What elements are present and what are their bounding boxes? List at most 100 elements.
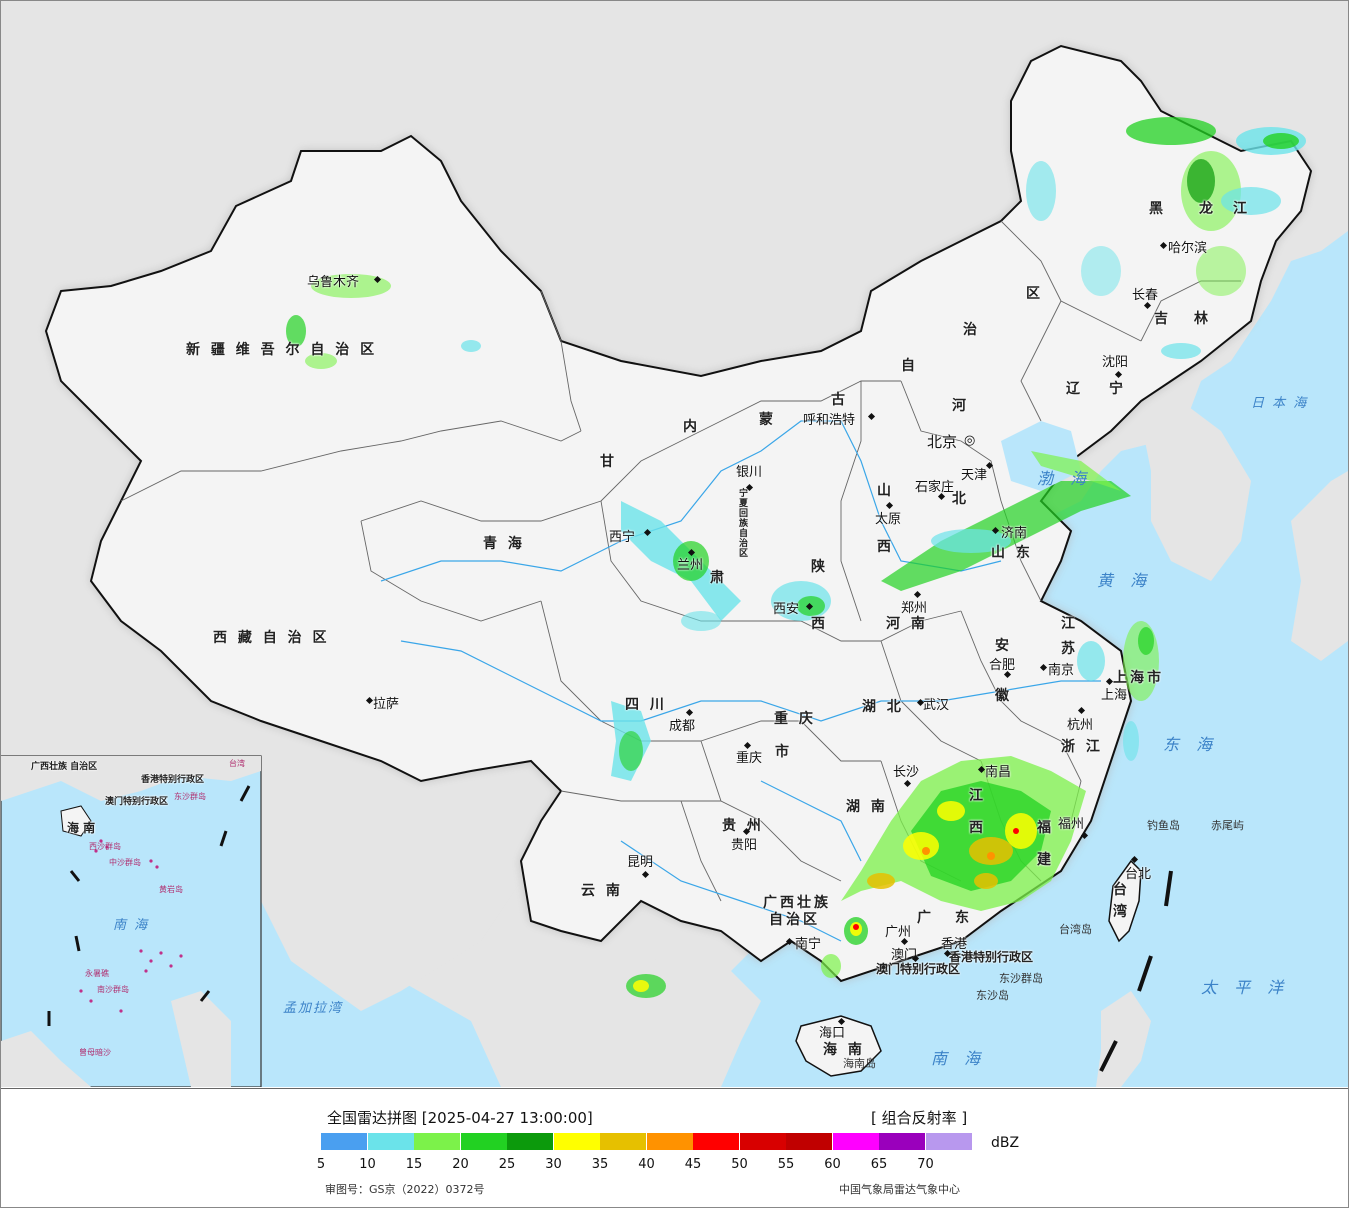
color-swatch: [879, 1133, 925, 1150]
label-heilongjiang-2: 龙: [1199, 201, 1216, 217]
inset-nanhai: 南 海: [113, 918, 150, 933]
label-anhui-2: 徽: [995, 688, 1012, 704]
color-swatch: [460, 1133, 507, 1150]
color-swatch: [321, 1133, 367, 1150]
city-zhengzhou: 郑州: [901, 601, 928, 616]
color-swatch: [367, 1133, 414, 1150]
scale-tick-label: 45: [684, 1157, 702, 1172]
city-changchun: 长春: [1132, 288, 1159, 303]
city-guiyang: 贵阳: [731, 838, 758, 853]
city-kunming: 昆明: [627, 855, 654, 870]
label-neimenggu-1: 内: [683, 419, 700, 435]
scale-tick-label: 25: [498, 1157, 516, 1172]
city-taipei: 台北: [1125, 867, 1152, 882]
foreign-land-india: [261, 761, 521, 1011]
scale-tick-label: 15: [405, 1157, 423, 1172]
city-xining: 西宁: [609, 530, 636, 545]
water-nanhai: 南 海: [931, 1049, 987, 1068]
inset-nansha: 南沙群岛: [97, 985, 129, 994]
scale-tick-label: 65: [870, 1157, 888, 1172]
label-hk-sar: 香港特别行政区: [949, 950, 1034, 964]
scale-tick-label: 40: [638, 1157, 655, 1172]
label-henan: 河 南: [886, 616, 928, 632]
city-nanning: 南宁: [795, 937, 822, 952]
legend-panel: 全国雷达拼图 [2025-04-27 13:00:00] [ 组合反射率 ] 5…: [1, 1088, 1348, 1207]
city-wuhan: 武汉: [923, 698, 950, 713]
inset-huangyan: 黄岩岛: [159, 885, 183, 894]
inset-hainan: 海 南: [67, 821, 96, 835]
approval-number: 审图号：GS京（2022）0372号: [325, 1183, 485, 1196]
radar-echoes: [286, 117, 1306, 998]
product-label: [ 组合反射率 ]: [871, 1109, 968, 1127]
label-anhui-1: 安: [995, 638, 1012, 654]
scale-tick-label: 50: [731, 1157, 748, 1172]
label-guangxi-1: 广西壮族: [763, 895, 831, 911]
label-heilongjiang-3: 江: [1233, 201, 1250, 217]
island-taiwan: 台湾岛: [1059, 923, 1092, 936]
color-swatch: [600, 1133, 646, 1150]
city-nanjing: 南京: [1048, 663, 1075, 678]
inset-zengmu: 曾母暗沙: [79, 1048, 111, 1057]
city-shijiazhuang: 石家庄: [915, 480, 955, 495]
china-radar-map: [1, 1, 1348, 1087]
color-swatch: [925, 1133, 972, 1150]
color-swatch: [553, 1133, 600, 1150]
scale-tick-label: 70: [917, 1157, 934, 1172]
color-swatch: [786, 1133, 832, 1150]
label-chongqing-2: 市: [775, 744, 792, 760]
label-jilin-1: 吉: [1154, 311, 1171, 327]
foreign-land-korea: [1141, 401, 1251, 581]
label-shaanxi-2: 西: [811, 616, 828, 632]
inset-zhongsha: 中沙群岛: [109, 858, 141, 867]
city-haikou: 海口: [819, 1026, 846, 1041]
city-guangzhou: 广州: [885, 925, 912, 940]
scale-tick-label: 35: [591, 1157, 609, 1172]
foreign-land-indochina: [541, 941, 761, 1087]
scale-tick-label: 10: [359, 1157, 376, 1172]
city-yinchuan: 银川: [736, 465, 763, 480]
label-neimenggu-4: 自: [901, 358, 918, 374]
city-taiyuan: 太原: [875, 512, 902, 527]
capital-marker-icon: ◎: [964, 433, 976, 448]
water-donghai: 东 海: [1163, 735, 1219, 754]
island-dongsha-1: 东沙群岛: [999, 972, 1043, 985]
city-chengdu: 成都: [669, 719, 696, 734]
label-guangdong-1: 广: [917, 910, 934, 926]
scale-tick-label: 30: [545, 1157, 562, 1172]
scale-tick-label: 20: [452, 1157, 469, 1172]
label-chongqing-1: 重 庆: [774, 711, 816, 727]
color-swatch: [693, 1133, 739, 1150]
label-hebei-2: 北: [952, 491, 969, 507]
label-taiwan-2: 湾: [1113, 904, 1130, 920]
island-diaoyu: 钓鱼岛: [1147, 819, 1180, 832]
water-taipingyang: 太 平 洋: [1201, 978, 1290, 997]
label-taiwan-1: 台: [1113, 882, 1130, 898]
label-macau-sar: 澳门特别行政区: [876, 962, 961, 976]
city-macau: 澳门: [891, 948, 918, 963]
city-chongqing: 重庆: [736, 751, 763, 766]
label-qinghai: 青 海: [483, 536, 525, 552]
label-shandong: 山 东: [991, 545, 1033, 561]
water-ribenhai: 日 本 海: [1251, 396, 1309, 411]
inset-yongshu: 永暑礁: [85, 969, 109, 978]
label-guangxi-2: 自治区: [769, 912, 820, 928]
label-fujian-1: 福: [1037, 820, 1054, 836]
label-neimenggu-6: 区: [1026, 286, 1043, 302]
label-hubei: 湖 北: [862, 699, 904, 715]
city-harbin: 哈尔滨: [1168, 241, 1208, 256]
label-xizang: 西 藏 自 治 区: [213, 630, 330, 646]
label-jiangsu-1: 江: [1061, 616, 1078, 632]
label-jilin-2: 林: [1194, 311, 1211, 327]
island-dongsha-2: 东沙岛: [976, 989, 1009, 1002]
scale-tick-label: 60: [824, 1157, 841, 1172]
label-liaoning-1: 辽: [1066, 381, 1083, 397]
label-jiangsu-2: 苏: [1061, 641, 1078, 657]
city-changsha: 长沙: [893, 765, 920, 780]
city-nanchang: 南昌: [985, 765, 1012, 780]
inset-macau: 澳门特别行政区: [105, 797, 169, 807]
south-china-sea-inset: [1, 755, 262, 1087]
label-shaanxi-1: 陕: [811, 559, 828, 575]
label-shanxi-2: 西: [877, 539, 894, 555]
color-swatch: [646, 1133, 693, 1150]
